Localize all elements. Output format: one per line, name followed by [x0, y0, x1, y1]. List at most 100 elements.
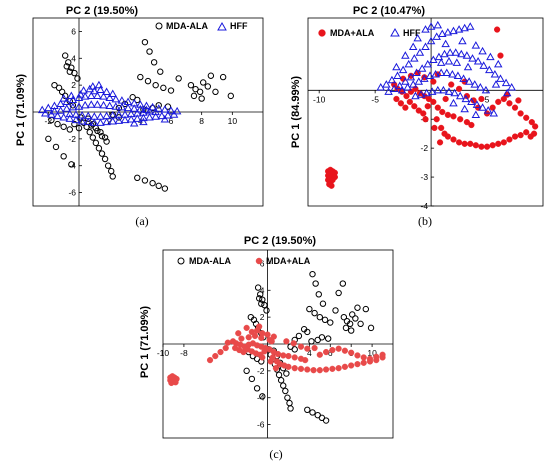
- point-mda-ala: [137, 73, 144, 81]
- point-mda-ala: [340, 313, 348, 321]
- point-hff: [460, 104, 469, 113]
- point-mda-ala: [259, 296, 266, 303]
- point-hff: [117, 102, 127, 111]
- point-mda-plus-ala: [393, 95, 400, 103]
- point-mda-ala: [308, 338, 315, 345]
- point-hff: [410, 54, 419, 62]
- point-hff: [133, 108, 142, 117]
- point-mda-plus-ala: [274, 350, 282, 358]
- point-hff: [412, 68, 421, 77]
- point-hff: [68, 102, 78, 111]
- point-hff: [108, 110, 117, 119]
- panel-b: PC 2 (10.47%) PC 1 (84.99%) -10-55-1-2-3…: [290, 5, 544, 228]
- point-hff: [404, 59, 413, 68]
- point-mda-ala: [315, 291, 322, 298]
- point-hff: [129, 104, 139, 112]
- point-hff: [421, 42, 430, 51]
- point-mda-ala: [60, 123, 67, 130]
- point-mda-plus-ala: [530, 130, 538, 137]
- point-hff: [444, 87, 454, 95]
- point-hff: [79, 86, 88, 94]
- panel-a-y-label: PC 1 (71.09%): [15, 74, 27, 146]
- point-mda-plus-ala: [420, 110, 427, 117]
- point-mda-plus-ala: [248, 328, 255, 336]
- point-hff: [145, 106, 154, 115]
- point-hff: [76, 90, 85, 98]
- panel-b-points: [325, 20, 539, 189]
- point-hff: [408, 42, 418, 51]
- point-mda-ala: [45, 135, 52, 143]
- point-mda-ala: [349, 311, 356, 318]
- point-hff: [111, 102, 121, 110]
- point-hff: [83, 111, 93, 120]
- point-mda-ala: [304, 328, 311, 336]
- point-hff: [406, 72, 416, 81]
- point-mda-ala: [257, 291, 264, 298]
- point-hff: [411, 91, 420, 100]
- point-mda-ala: [58, 88, 66, 96]
- point-hff: [436, 58, 446, 66]
- panel-c-title: PC 2 (19.50%): [244, 235, 316, 247]
- point-mda-plus-ala: [259, 354, 266, 361]
- point-mda-ala: [160, 84, 167, 92]
- point-mda-plus-ala: [422, 116, 429, 123]
- point-hff: [448, 69, 457, 78]
- y-tick-label: -6: [68, 188, 76, 198]
- point-hff: [415, 48, 425, 56]
- point-hff: [427, 87, 437, 95]
- point-mda-ala: [134, 174, 141, 182]
- point-hff: [105, 101, 114, 110]
- point-mda-plus-ala: [517, 132, 524, 139]
- y-tick-label: -4: [68, 161, 76, 171]
- point-hff: [136, 100, 145, 108]
- point-mda-ala: [332, 307, 339, 314]
- y-tick-label: -2: [68, 134, 76, 144]
- point-mda-plus-ala: [311, 344, 318, 352]
- point-hff: [151, 107, 160, 116]
- point-mda-plus-ala: [431, 124, 438, 132]
- point-mda-plus-ala: [500, 139, 507, 146]
- point-hff: [417, 64, 427, 72]
- point-mda-plus-ala: [403, 92, 410, 100]
- point-hff: [117, 96, 127, 104]
- point-mda-plus-ala: [461, 140, 468, 147]
- point-hff: [99, 100, 108, 109]
- point-mda-ala: [311, 309, 318, 317]
- point-mda-plus-ala: [297, 343, 305, 350]
- point-mda-ala: [150, 59, 158, 66]
- point-mda-plus-ala: [341, 347, 349, 354]
- point-mda-ala: [212, 88, 219, 96]
- point-mda-ala: [52, 143, 60, 151]
- point-hff: [148, 102, 157, 111]
- point-hff: [422, 88, 431, 97]
- point-mda-plus-ala: [285, 363, 292, 370]
- point-mda-plus-ala: [243, 324, 250, 331]
- point-mda-plus-ala: [329, 346, 336, 354]
- point-mda-ala: [280, 382, 287, 389]
- point-hff: [62, 104, 71, 112]
- point-mda-plus-ala: [517, 110, 524, 117]
- point-mda-plus-ala: [444, 111, 451, 118]
- y-tick-label: 6: [260, 258, 265, 268]
- point-mda-ala: [306, 305, 313, 313]
- point-mda-ala: [207, 72, 215, 79]
- point-mda-plus-ala: [329, 365, 336, 372]
- point-mda-ala: [277, 377, 285, 384]
- point-hff: [449, 98, 458, 107]
- point-hff: [133, 114, 142, 122]
- point-hff: [471, 110, 481, 118]
- point-mda-plus-ala: [316, 367, 323, 374]
- legend-label-hff: HFF: [403, 28, 421, 38]
- y-tick-label: -4: [257, 393, 265, 403]
- point-hff: [120, 110, 130, 118]
- point-hff: [442, 68, 452, 77]
- point-mda-plus-ala: [235, 330, 242, 337]
- point-mda-plus-ala: [245, 334, 252, 341]
- point-hff: [398, 65, 408, 74]
- point-mda-plus-ala: [483, 143, 491, 150]
- point-mda-plus-ala: [297, 365, 305, 372]
- point-hff: [114, 116, 124, 124]
- point-hff: [102, 117, 111, 126]
- point-hff: [467, 97, 476, 105]
